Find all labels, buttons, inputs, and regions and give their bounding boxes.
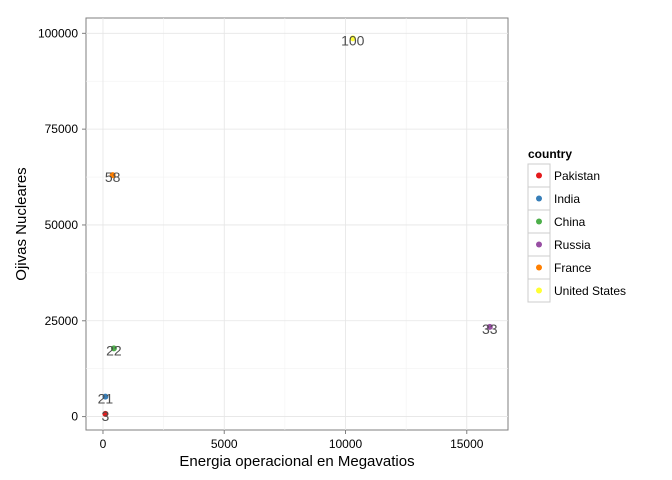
- y-axis-title: Ojivas Nucleares: [13, 167, 30, 280]
- data-point: [110, 345, 117, 352]
- legend-label: China: [554, 215, 586, 229]
- x-axis-title: Energia operacional en Megavatios: [179, 453, 414, 470]
- y-tick-label: 100000: [38, 26, 78, 40]
- y-tick-label: 75000: [45, 122, 79, 136]
- point-labels: 321 22 33 58 100: [98, 32, 498, 424]
- legend-label: Russia: [554, 238, 591, 252]
- data-points: [102, 35, 493, 417]
- y-tick-label: 0: [71, 410, 78, 424]
- data-point: [102, 410, 109, 417]
- x-tick-label: 5000: [211, 437, 238, 451]
- legend-swatch: [536, 195, 542, 202]
- data-label: 21: [98, 391, 114, 407]
- data-point: [102, 393, 109, 400]
- data-point: [349, 35, 356, 42]
- legend-label: Pakistan: [554, 169, 600, 183]
- data-label: 33: [482, 321, 498, 337]
- data-label: 58: [105, 169, 121, 185]
- data-label: 22: [106, 342, 122, 358]
- data-point: [109, 172, 116, 179]
- x-tick-label: 10000: [329, 437, 363, 451]
- y-tick-label: 50000: [45, 218, 79, 232]
- x-tick-label: 0: [100, 437, 107, 451]
- legend-swatch: [536, 218, 542, 225]
- plot-panel: [85, 17, 509, 431]
- legend-swatch: [536, 241, 542, 248]
- data-label: 100: [341, 32, 365, 48]
- data-label: 3: [102, 408, 110, 424]
- legend-swatch: [536, 287, 542, 294]
- grid-lines: [86, 18, 508, 430]
- y-tick-label: 25000: [45, 314, 79, 328]
- x-tick-label: 15000: [450, 437, 484, 451]
- legend-swatch: [536, 264, 542, 271]
- legend-label: France: [554, 261, 592, 275]
- legend: country Pakistan India China Russia France Un…: [527, 147, 626, 303]
- x-axis-ticks: 0 5000 10000 15000: [100, 430, 484, 451]
- legend-label: India: [554, 192, 580, 206]
- data-point: [486, 323, 493, 330]
- legend-title: country: [528, 147, 572, 161]
- legend-swatch: [536, 172, 542, 179]
- legend-label: United States: [554, 284, 626, 298]
- y-axis-ticks: 0 25000 50000 75000 100000: [38, 26, 86, 424]
